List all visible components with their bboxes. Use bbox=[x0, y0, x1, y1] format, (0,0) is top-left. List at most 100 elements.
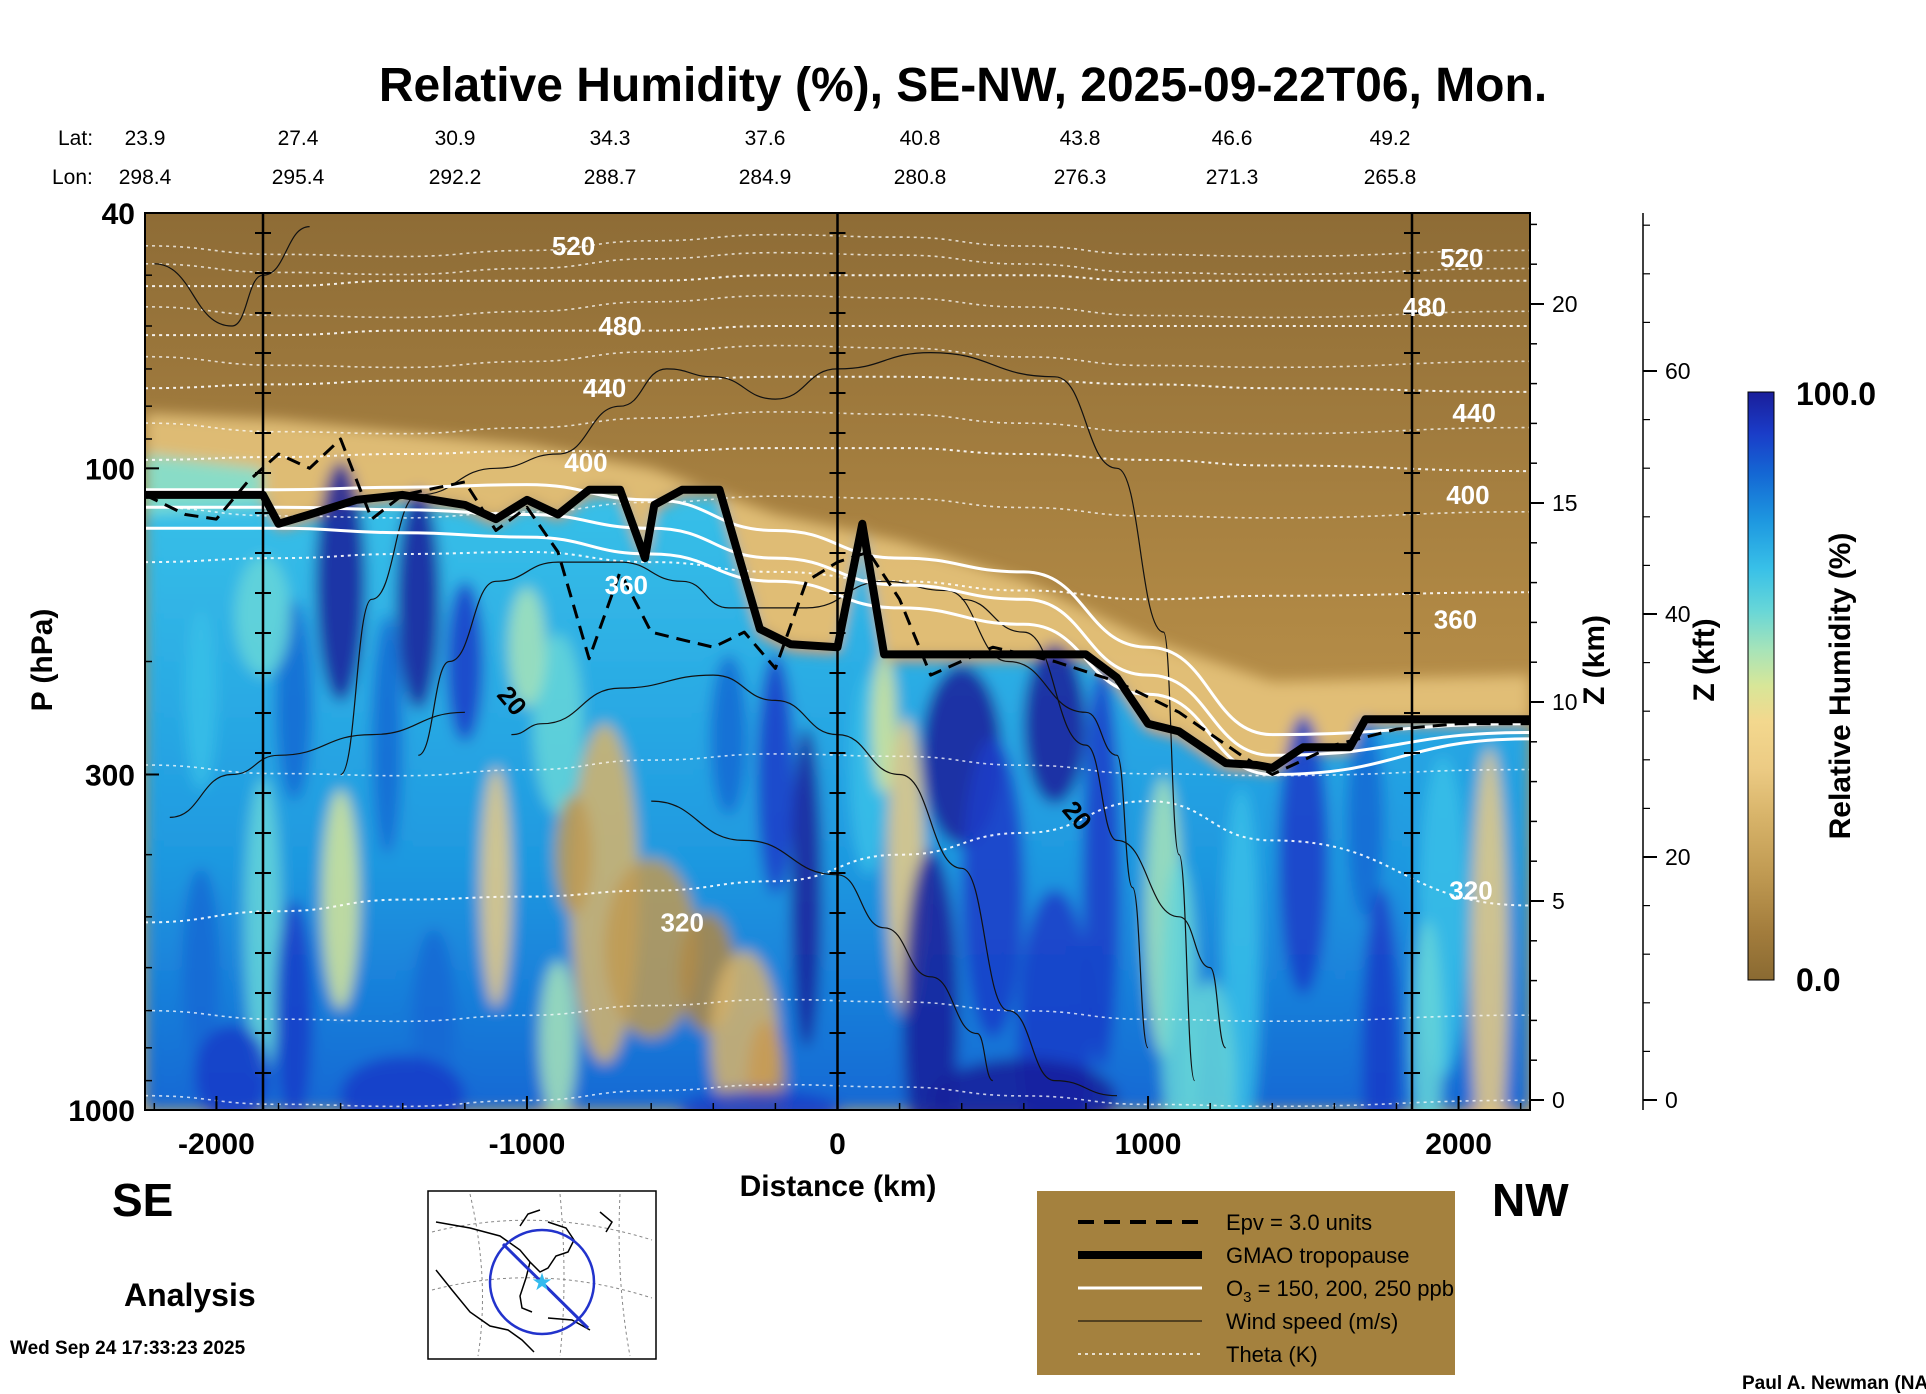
nw-label: NW bbox=[1492, 1174, 1569, 1226]
x-tick-label: -2000 bbox=[178, 1128, 255, 1161]
y-axis: 40 100 300 1000 bbox=[68, 198, 159, 1128]
lon-value: 276.3 bbox=[1054, 166, 1107, 189]
humidity-blob bbox=[340, 1055, 465, 1110]
theta-label: 480 bbox=[598, 311, 641, 341]
humidity-blob bbox=[871, 653, 897, 794]
wind-contour bbox=[154, 226, 310, 327]
theta-label: 520 bbox=[1440, 243, 1483, 273]
map-range-circle bbox=[488, 1228, 596, 1336]
theta-label: 320 bbox=[661, 907, 704, 937]
humidity-blob bbox=[1023, 643, 1086, 804]
theta-label: 320 bbox=[1449, 876, 1492, 906]
humidity-blob bbox=[679, 1090, 841, 1110]
humidity-blob bbox=[604, 858, 698, 1039]
humidity-blob bbox=[185, 610, 217, 791]
z-kft-label: Z (kft) bbox=[1688, 618, 1721, 701]
humidity-blob bbox=[322, 789, 360, 1010]
analysis-label: Analysis bbox=[124, 1277, 256, 1313]
z-km-tick-label: 15 bbox=[1552, 490, 1578, 516]
theta-contour bbox=[145, 274, 1530, 288]
y-tick-label: 40 bbox=[102, 198, 135, 231]
theta-label: 360 bbox=[1434, 604, 1477, 634]
lon-value: 265.8 bbox=[1364, 166, 1417, 189]
z-km-tick-label: 20 bbox=[1552, 291, 1578, 317]
lat-value: 46.6 bbox=[1212, 127, 1253, 150]
x-axis: -2000 -1000 0 1000 2000 bbox=[153, 1096, 1522, 1161]
lat-value: 37.6 bbox=[745, 127, 786, 150]
z-kft-tick-label: 40 bbox=[1665, 601, 1691, 627]
wind-contour bbox=[511, 674, 1118, 1097]
humidity-blob bbox=[1362, 887, 1400, 1110]
x-tick-label: 0 bbox=[829, 1128, 846, 1161]
humidity-blob bbox=[1222, 787, 1260, 1110]
z-kft-axis: 0 20 40 60 bbox=[1642, 213, 1691, 1113]
wind-contour bbox=[340, 351, 1196, 1082]
map-coastlines bbox=[435, 1209, 613, 1353]
legend-label-wind: Wind speed (m/s) bbox=[1226, 1309, 1398, 1334]
section-markers bbox=[255, 213, 1420, 1110]
epv-contour bbox=[145, 437, 1530, 776]
z-kft-tick-label: 60 bbox=[1665, 358, 1691, 384]
y-tick-label: 100 bbox=[85, 453, 135, 486]
colorbar-min-label: 0.0 bbox=[1796, 962, 1840, 998]
z-km-tick-label: 0 bbox=[1552, 1087, 1565, 1113]
cyan-patch bbox=[145, 454, 264, 515]
legend-ozone-subscript: 3 bbox=[1243, 1289, 1251, 1306]
humidity-blob bbox=[747, 1020, 785, 1110]
x-tick-label: 1000 bbox=[1115, 1128, 1182, 1161]
colorbar-ramp bbox=[1747, 391, 1775, 981]
x-axis-label: Distance (km) bbox=[740, 1170, 937, 1203]
humidity-blob bbox=[554, 794, 593, 915]
legend-ozone-O: O bbox=[1226, 1276, 1243, 1301]
humidity-blob bbox=[790, 727, 822, 1048]
theta-label: 360 bbox=[605, 570, 648, 600]
theta-contour bbox=[145, 375, 1530, 393]
humidity-blob bbox=[194, 1024, 270, 1110]
map-center-star-icon: ★ bbox=[531, 1268, 553, 1296]
lon-value: 288.7 bbox=[584, 166, 637, 189]
theta-contour bbox=[145, 233, 1530, 258]
lon-value: 295.4 bbox=[272, 166, 325, 189]
legend-label-ozone: O3 = 150, 200, 250 ppb bbox=[1226, 1276, 1454, 1306]
theta-contour bbox=[145, 495, 1530, 519]
y-tick-label: 1000 bbox=[68, 1095, 135, 1128]
theta-contour bbox=[145, 998, 1530, 1023]
x-tick-label: 2000 bbox=[1425, 1128, 1492, 1161]
lat-value: 49.2 bbox=[1370, 127, 1411, 150]
theta-label: 520 bbox=[552, 231, 595, 261]
lat-value: 30.9 bbox=[435, 127, 476, 150]
ozone-contour bbox=[145, 483, 1530, 737]
humidity-blob bbox=[1412, 920, 1443, 1110]
lon-value: 280.8 bbox=[894, 166, 947, 189]
humidity-blob bbox=[1471, 747, 1509, 1110]
theta-contour bbox=[145, 447, 1530, 473]
humidity-blob bbox=[1160, 860, 1198, 1110]
inset-map: ★ bbox=[427, 1190, 657, 1360]
map-section-track bbox=[501, 1242, 590, 1330]
wind-contour bbox=[169, 711, 465, 818]
humidity-blob bbox=[315, 461, 366, 702]
theta-label: 480 bbox=[1403, 292, 1446, 322]
lat-value: 34.3 bbox=[590, 127, 631, 150]
colorbar-max-label: 100.0 bbox=[1796, 376, 1876, 412]
lat-value: 43.8 bbox=[1060, 127, 1101, 150]
wind-contour bbox=[961, 598, 1227, 1049]
humidity-blob bbox=[710, 654, 748, 815]
humidity-blob bbox=[902, 850, 959, 1110]
lat-lon-header: Lat: Lon: 23.9 27.4 30.9 34.3 37.6 40.8 43.8 46… bbox=[52, 127, 1416, 189]
theta-label: 440 bbox=[1452, 398, 1495, 428]
legend-label-theta: Theta (K) bbox=[1226, 1342, 1318, 1367]
ozone-contour bbox=[145, 526, 1530, 777]
humidity-blob bbox=[1017, 889, 1093, 1110]
z-km-axis: 0 5 10 15 20 bbox=[1530, 223, 1578, 1113]
humidity-blob bbox=[508, 587, 546, 708]
x-tick-label: -1000 bbox=[489, 1128, 566, 1161]
tropopause-line bbox=[145, 485, 1530, 772]
theta-label: 440 bbox=[583, 373, 626, 403]
humidity-blob bbox=[371, 614, 403, 855]
se-label: SE bbox=[112, 1174, 173, 1226]
theta-contour bbox=[145, 753, 1530, 777]
theta-contours bbox=[145, 233, 1530, 1108]
